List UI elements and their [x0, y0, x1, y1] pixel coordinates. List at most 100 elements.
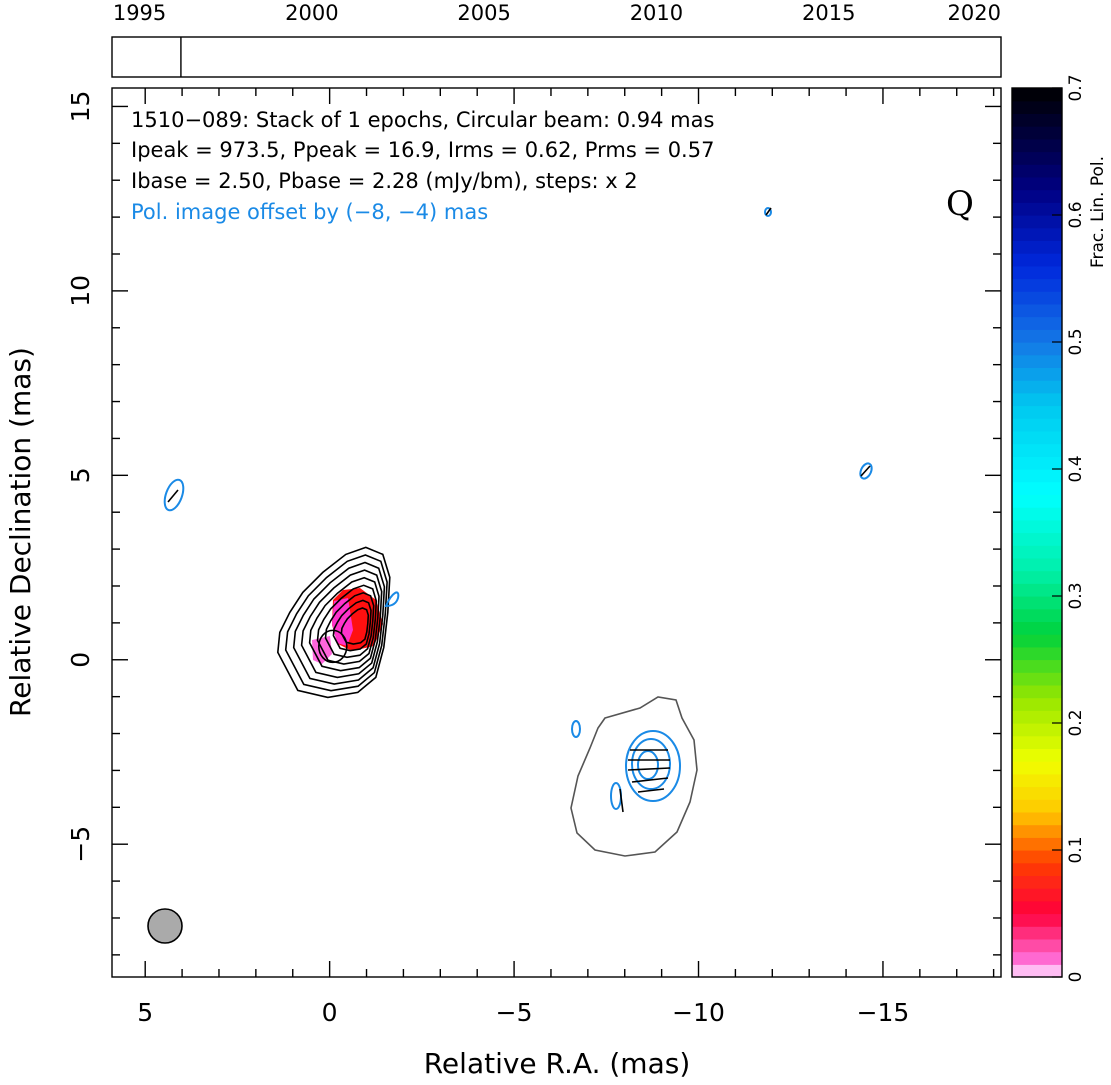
x-tick-label: 5: [137, 998, 153, 1027]
colorbar-band: [1012, 837, 1062, 851]
x-tick-label: 0: [322, 998, 338, 1027]
plot-frame: [111, 87, 1002, 978]
epoch-timeline-box: [111, 36, 1002, 78]
info-line-2: Ipeak = 973.5, Ppeak = 16.9, Irms = 0.62…: [131, 138, 714, 162]
x-tick-label: −15: [857, 998, 910, 1027]
colorbar-label: Frac. Lin. Pol.: [1088, 156, 1108, 268]
year-label: 2005: [457, 1, 510, 25]
y-tick-label: 10: [66, 275, 95, 307]
pol-contour-main-inner: [637, 750, 659, 780]
evpa-tick-1: [167, 489, 179, 503]
stokes-i-contour: [292, 561, 386, 685]
colorbar-band: [1012, 100, 1062, 114]
x-tick-label: −5: [496, 998, 533, 1027]
colorbar-band: [1012, 380, 1062, 394]
colorbar-band: [1012, 278, 1062, 292]
colorbar-band: [1012, 723, 1062, 737]
colorbar-band: [1012, 265, 1062, 280]
colorbar-band: [1012, 875, 1062, 889]
year-labels: 1995 2000 2005 2010 2015 2020: [113, 1, 1001, 25]
colorbar-band: [1012, 900, 1062, 915]
colorbar-tick-label: 0.4: [1066, 455, 1086, 482]
colorbar-band: [1012, 469, 1062, 483]
stokes-i-contour: [340, 607, 370, 645]
year-label: 2010: [630, 1, 683, 25]
colorbar-band: [1012, 735, 1062, 749]
colorbar: 0 0.1 0.2 0.3 0.4 0.5 0.6 0.7 Frac. Lin. Pol.: [1011, 74, 1108, 983]
pol-contour-top: [764, 207, 772, 217]
colorbar-tick-label: 0.7: [1066, 74, 1086, 101]
x-tick-labels: 5 0 −5 −10 −15: [137, 998, 909, 1027]
colorbar-band: [1012, 291, 1062, 305]
evpa-tick-8: [631, 777, 669, 783]
colorbar-band: [1012, 697, 1062, 711]
colorbar-bands: [1012, 88, 1062, 978]
offset-i-contour: [570, 696, 698, 857]
x-tick-label: −10: [672, 998, 725, 1027]
colorbar-band: [1012, 113, 1062, 127]
colorbar-band: [1012, 824, 1062, 838]
year-label: 2020: [948, 1, 1001, 25]
image-content: [147, 207, 873, 944]
colorbar-band: [1012, 557, 1062, 572]
colorbar-frame: [1011, 87, 1063, 978]
stokes-label: Q: [946, 184, 974, 224]
colorbar-band: [1012, 253, 1062, 267]
evpa-tick-9: [637, 788, 665, 793]
colorbar-band: [1012, 850, 1062, 864]
pol-contours: [163, 207, 873, 810]
colorbar-band: [1012, 761, 1062, 775]
evpa-vectors: [167, 207, 871, 813]
colorbar-band: [1012, 519, 1062, 534]
y-tick-label: 0: [66, 652, 95, 668]
colorbar-tick-label: 0.6: [1066, 201, 1086, 228]
stokes-i-contours: [276, 546, 391, 699]
colorbar-band: [1012, 811, 1062, 826]
colorbar-band: [1012, 596, 1062, 610]
beam-ellipse: [147, 908, 183, 944]
colorbar-band: [1012, 672, 1062, 686]
stokes-i-contour: [308, 576, 380, 672]
y-tick-label: −5: [66, 826, 95, 863]
epoch-timeline: 1995 2000 2005 2010 2015 2020: [111, 1, 1002, 78]
colorbar-band: [1012, 481, 1062, 495]
colorbar-tick-label: 0: [1066, 972, 1086, 983]
pol-contour-main-mid: [631, 738, 671, 790]
colorbar-band: [1012, 507, 1062, 521]
colorbar-band: [1012, 303, 1062, 318]
colorbar-tick-label: 0.1: [1066, 836, 1086, 863]
pol-contour-ne: [163, 478, 185, 512]
y-axis-title: Relative Declination (mas): [4, 347, 37, 717]
colorbar-band: [1012, 392, 1062, 407]
pol-offset-note: Pol. image offset by (−8, −4) mas: [131, 200, 488, 224]
pol-contour-left: [571, 720, 581, 738]
colorbar-tick-label: 0.3: [1066, 582, 1086, 609]
stokes-i-contour: [316, 584, 378, 665]
colorbar-band: [1012, 227, 1062, 241]
colorbar-band: [1012, 316, 1062, 330]
stokes-i-contour: [324, 591, 375, 659]
evpa-tick-2: [860, 465, 871, 477]
colorbar-band: [1012, 405, 1062, 419]
colorbar-band: [1012, 926, 1062, 940]
colorbar-band: [1012, 494, 1062, 508]
colorbar-band: [1012, 88, 1062, 102]
colorbar-band: [1012, 354, 1062, 368]
colorbar-band: [1012, 151, 1062, 165]
colorbar-band: [1012, 342, 1062, 356]
info-line-3: Ibase = 2.50, Pbase = 2.28 (mJy/bm), ste…: [131, 169, 638, 193]
colorbar-band: [1012, 367, 1062, 381]
colorbar-band: [1012, 164, 1062, 178]
colorbar-band: [1012, 710, 1062, 724]
colorbar-band: [1012, 240, 1062, 254]
colorbar-band: [1012, 532, 1062, 546]
colorbar-band: [1012, 684, 1062, 699]
stokes-i-contour: [276, 546, 391, 699]
colorbar-band: [1012, 913, 1062, 927]
stokes-i-contour-peak: [317, 629, 348, 664]
y-tick-label: 15: [66, 91, 95, 123]
colorbar-band: [1012, 570, 1062, 584]
colorbar-band: [1012, 773, 1062, 788]
